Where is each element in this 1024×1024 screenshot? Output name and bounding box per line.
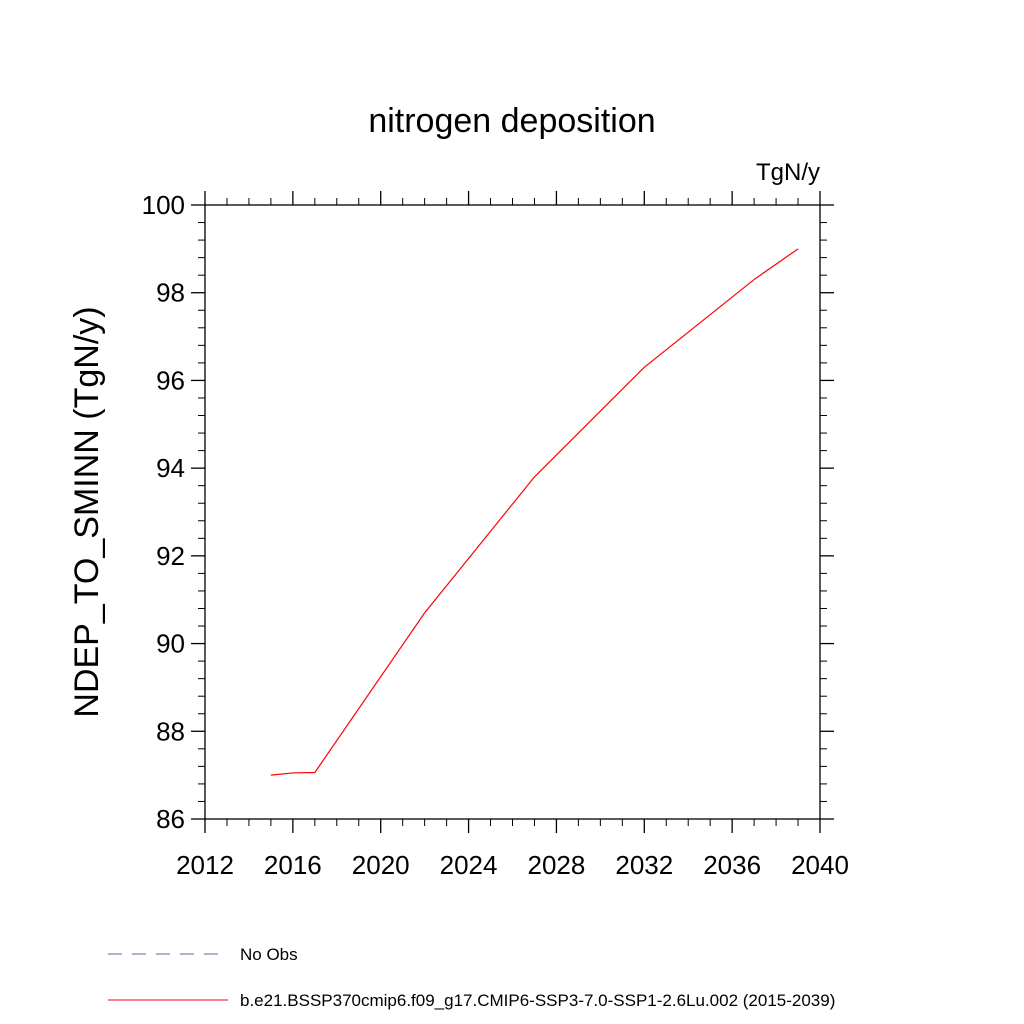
- units-label: TgN/y: [756, 159, 820, 186]
- plot-frame: [204, 204, 821, 820]
- series-line-1: [270, 248, 799, 776]
- y-tick-label: 90: [156, 629, 185, 659]
- chart-title: nitrogen deposition: [368, 102, 655, 140]
- legend: No Obs b.e21.BSSP370cmip6.f09_g17.CMIP6-S…: [108, 945, 835, 1010]
- y-tick-label: 100: [142, 190, 185, 220]
- y-tick-label: 86: [156, 804, 185, 834]
- y-tick-label: 88: [156, 716, 185, 746]
- x-tick-label: 2024: [440, 850, 498, 880]
- x-tick-label: 2016: [264, 850, 322, 880]
- x-tick-label: 2012: [176, 850, 234, 880]
- legend-label-1: b.e21.BSSP370cmip6.f09_g17.CMIP6-SSP3-7.…: [240, 991, 835, 1010]
- x-tick-label: 2020: [352, 850, 410, 880]
- y-tick-label: 94: [156, 453, 185, 483]
- x-tick-label: 2028: [528, 850, 586, 880]
- x-tick-label: 2032: [615, 850, 673, 880]
- plot-frame-rect: [204, 204, 821, 820]
- series-lines: [270, 248, 799, 776]
- x-tick-label: 2036: [703, 850, 761, 880]
- y-axis-label: NDEP_TO_SMINN (TgN/y): [68, 306, 106, 717]
- y-tick-label: 98: [156, 278, 185, 308]
- axis-ticks: [191, 191, 834, 833]
- y-tick-label: 92: [156, 541, 185, 571]
- y-tick-label: 96: [156, 365, 185, 395]
- x-tick-label: 2040: [791, 850, 849, 880]
- tick-labels: 2012 2016 2020 2024 2028 2032 2036 2040 86 88 90 92…: [142, 190, 849, 880]
- legend-label-0: No Obs: [240, 945, 298, 964]
